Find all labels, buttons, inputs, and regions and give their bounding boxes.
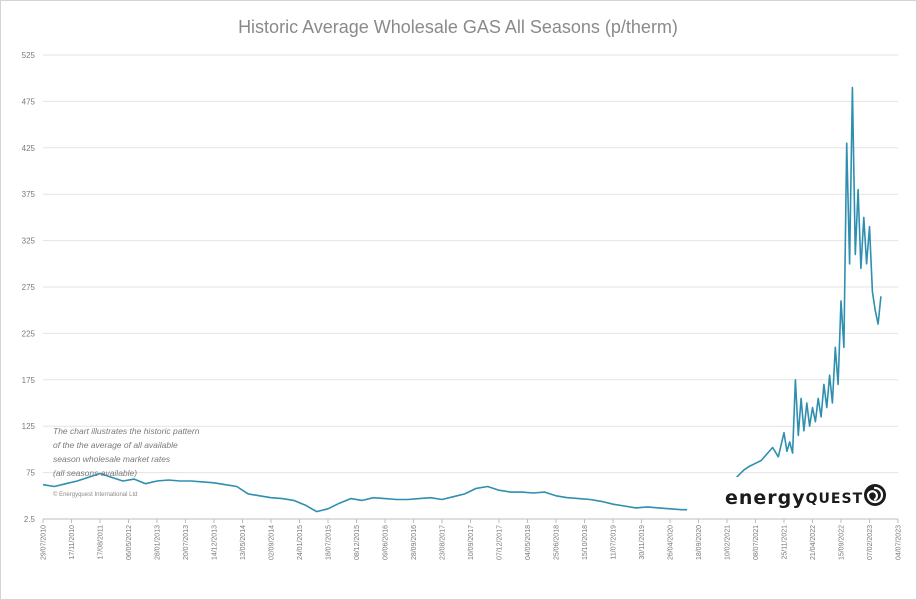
annotation-note: The chart illustrates the historic patte… <box>53 426 200 498</box>
x-tick-label: 08/07/2021 <box>753 525 760 560</box>
x-tick-label: 21/04/2022 <box>810 525 817 560</box>
copyright-text: © Energyquest International Ltd <box>53 491 137 498</box>
x-tick-label: 15/10/2018 <box>582 525 589 560</box>
logo-word-energy: energy <box>725 487 806 509</box>
x-tick-label: 04/07/2023 <box>896 525 903 560</box>
x-axis-ticks: 29/07/2010 17/11/2010 17/08/2011 06/05/2012… <box>41 519 903 560</box>
chart-title: Historic Average Wholesale GAS All Seaso… <box>238 17 678 37</box>
y-tick-label: 75 <box>26 469 35 478</box>
x-tick-label: 06/05/2012 <box>126 525 133 560</box>
y-tick-label: 225 <box>22 329 36 338</box>
logo-wordmark: energyQUEST <box>725 487 863 509</box>
x-tick-label: 10/02/2021 <box>725 525 732 560</box>
x-tick-label: 18/09/2020 <box>696 525 703 560</box>
x-tick-label: 20/07/2013 <box>183 525 190 560</box>
energyquest-logo: energyQUEST <box>721 477 893 517</box>
series-lines <box>42 86 882 513</box>
x-tick-label: 09/06/2016 <box>383 525 390 560</box>
x-tick-label: 04/05/2018 <box>525 525 532 560</box>
annotation-line-4: (all seasons available) <box>53 468 137 478</box>
x-tick-label: 08/12/2015 <box>354 525 361 560</box>
y-tick-label: 325 <box>22 237 36 246</box>
x-tick-label: 02/09/2014 <box>269 525 276 560</box>
x-tick-label: 26/04/2020 <box>668 525 675 560</box>
x-tick-label: 29/07/2010 <box>41 525 48 560</box>
y-tick-label: 125 <box>22 422 36 431</box>
logo-word-quest: QUEST <box>806 491 863 507</box>
series-line-1 <box>42 472 688 513</box>
x-tick-label: 17/11/2010 <box>69 525 76 560</box>
y-tick-label: 375 <box>22 190 36 199</box>
gridlines <box>43 54 898 474</box>
x-tick-label: 25/06/2018 <box>554 525 561 560</box>
y-tick-label: 2.5 <box>24 515 36 524</box>
series-line-2 <box>732 86 882 483</box>
x-tick-label: 28/09/2016 <box>411 525 418 560</box>
x-tick-label: 07/02/2023 <box>867 525 874 560</box>
x-tick-label: 28/01/2013 <box>155 525 162 560</box>
y-tick-label: 475 <box>22 97 36 106</box>
x-tick-label: 23/08/2017 <box>440 525 447 560</box>
x-tick-label: 10/09/2017 <box>468 525 475 560</box>
y-tick-label: 175 <box>22 376 36 385</box>
x-tick-label: 11/07/2019 <box>611 525 618 560</box>
swirl-icon <box>864 484 886 506</box>
x-tick-label: 13/05/2014 <box>240 525 247 560</box>
x-tick-label: 17/08/2011 <box>98 525 105 560</box>
annotation-line-1: The chart illustrates the historic patte… <box>53 426 200 436</box>
x-tick-label: 15/09/2022 <box>839 525 846 560</box>
y-tick-label: 275 <box>22 283 36 292</box>
x-tick-label: 07/12/2017 <box>497 525 504 560</box>
y-tick-label: 425 <box>22 144 36 153</box>
x-tick-label: 25/11/2021 <box>782 525 789 560</box>
x-tick-label: 30/11/2019 <box>639 525 646 560</box>
y-tick-label: 525 <box>22 51 36 60</box>
x-tick-label: 14/12/2013 <box>212 525 219 560</box>
annotation-line-3: season wholesale market rates <box>53 454 171 464</box>
annotation-line-2: of the the average of all available <box>53 440 178 450</box>
x-tick-label: 24/01/2015 <box>297 525 304 560</box>
x-tick-label: 18/07/2015 <box>326 525 333 560</box>
y-axis-ticks: 2.5 75 125 175 225 275 325 375 425 475 525 <box>22 51 36 524</box>
